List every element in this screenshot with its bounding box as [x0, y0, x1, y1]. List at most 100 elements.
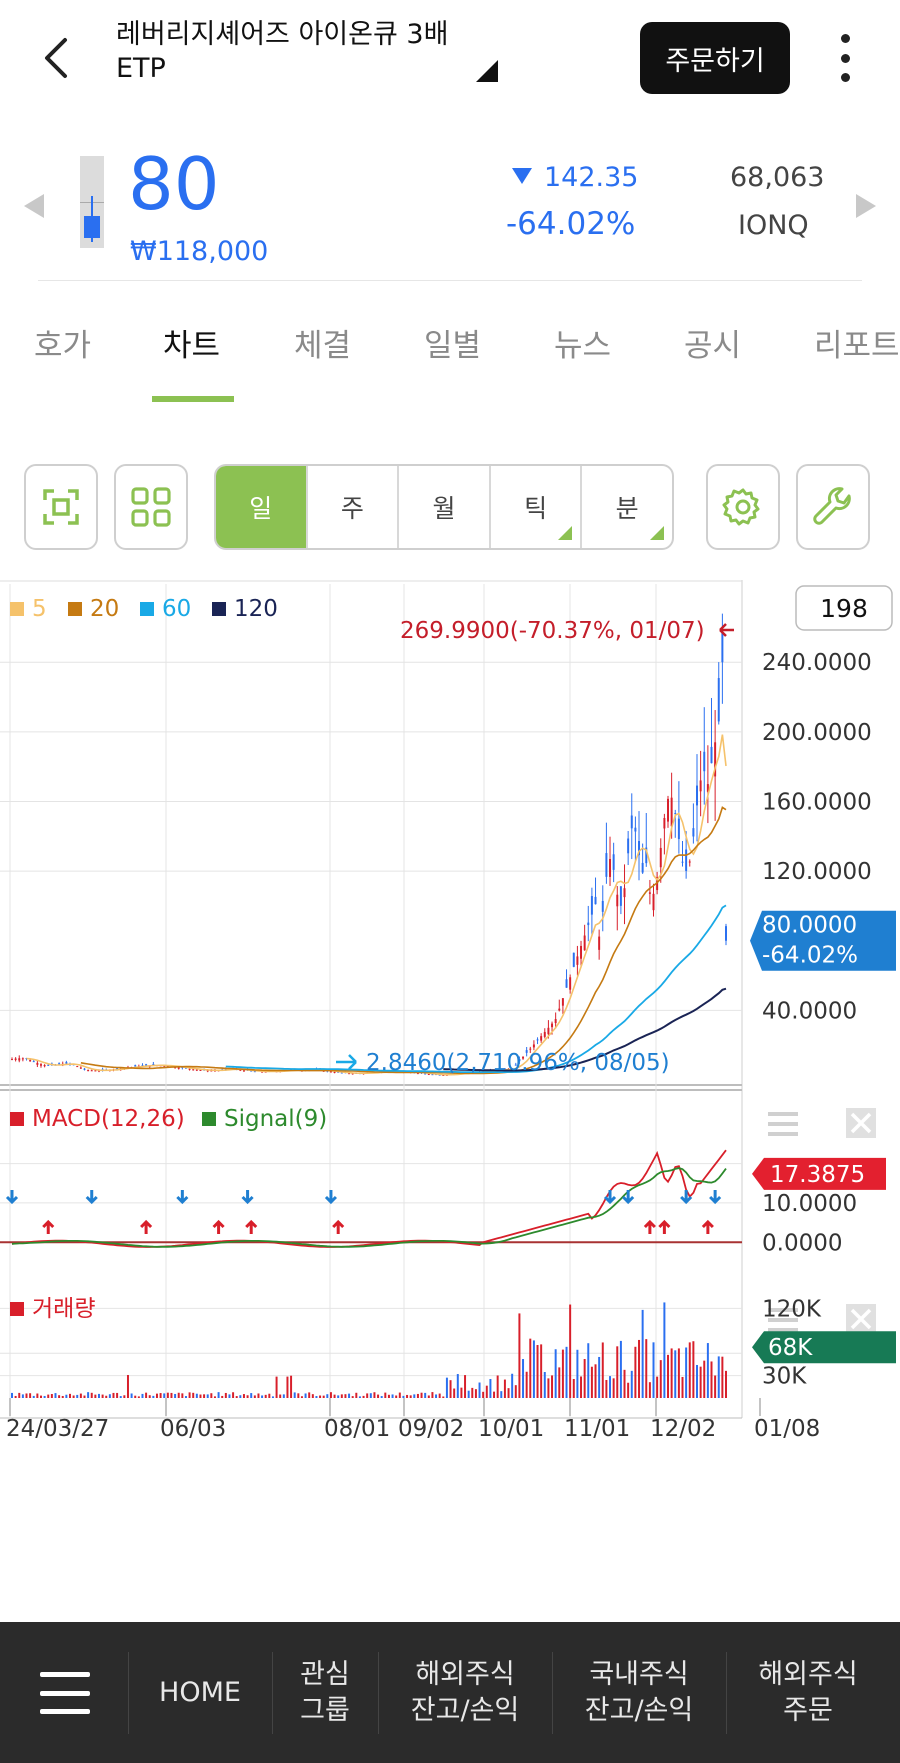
chart-settings-button[interactable] [706, 464, 780, 550]
tab-daily[interactable]: 일별 [424, 328, 482, 364]
volume-bar [68, 1393, 71, 1398]
volume-bar [155, 1393, 158, 1398]
back-button[interactable] [36, 30, 76, 86]
candle-body [514, 1064, 517, 1066]
order-button[interactable]: 주문하기 [640, 22, 790, 94]
sell-signal-arrow [324, 1190, 338, 1205]
ticker-symbol: IONQ [738, 210, 809, 241]
panel-menu-icon [768, 1308, 798, 1332]
menu-icon[interactable] [40, 1672, 90, 1714]
x-tick-label: 08/01 [324, 1416, 390, 1442]
candle-body [199, 1069, 202, 1071]
chart-tools-button[interactable] [796, 464, 870, 550]
volume-bar [536, 1345, 539, 1398]
volume-bar [308, 1392, 311, 1398]
tab-orderbook[interactable]: 호가 [34, 328, 92, 364]
volume-bar [25, 1393, 28, 1398]
volume-bar [54, 1393, 57, 1398]
chart-svg[interactable]: 240.0000200.0000160.0000120.000040.00005… [0, 580, 900, 1620]
chart-toolbar: 일 주 월 틱 분 [0, 464, 900, 554]
sell-signal-arrow [680, 1190, 693, 1205]
volume-bar [427, 1395, 430, 1398]
candle-body [561, 998, 564, 1006]
fullscreen-button[interactable] [24, 464, 98, 550]
candle-body [116, 1068, 119, 1070]
buy-signal-arrow [42, 1219, 55, 1234]
volume-bar [605, 1380, 608, 1398]
volume-bar [558, 1367, 561, 1398]
layout-grid-button[interactable] [114, 464, 188, 550]
nav-overseas-balance[interactable]: 해외주식 잔고/손익 [410, 1658, 520, 1726]
volume-bar [464, 1375, 467, 1398]
volume-bar [601, 1342, 604, 1398]
volume-bar [76, 1394, 79, 1398]
tab-chart[interactable]: 차트 [163, 328, 221, 364]
volume-bar [221, 1395, 224, 1398]
tab-bar: 호가 차트 체결 일별 뉴스 공시 리포트 [0, 320, 900, 400]
volume-bar [540, 1344, 543, 1398]
candle-body [681, 861, 684, 863]
period-week[interactable]: 주 [308, 466, 400, 548]
volume-bar [112, 1392, 115, 1398]
volume-value-tag [752, 1331, 896, 1364]
volume-value: 68,063 [730, 162, 825, 193]
volume-bar [435, 1394, 438, 1398]
period-day[interactable]: 일 [216, 466, 308, 548]
volume-bar [148, 1395, 151, 1398]
volume-bar [271, 1396, 274, 1398]
volume-tick-label: 30K [762, 1364, 807, 1390]
nav-home[interactable]: HOME [159, 1676, 241, 1708]
nav-separator [128, 1652, 129, 1734]
nav-watch-group[interactable]: 관심 그룹 [300, 1658, 350, 1726]
nav-overseas-order[interactable]: 해외주식 주문 [758, 1658, 858, 1726]
period-tick[interactable]: 틱 [491, 466, 583, 548]
buy-signal-arrow [245, 1219, 258, 1234]
volume-bar [511, 1373, 514, 1398]
prev-stock-arrow-icon[interactable] [24, 194, 44, 218]
candle-body [612, 854, 615, 870]
page-title[interactable]: 레버리지셰어즈 아이온큐 3배 ETP [116, 19, 449, 84]
volume-bar [431, 1392, 434, 1398]
mini-candle-icon [80, 156, 104, 248]
next-stock-arrow-icon[interactable] [856, 194, 876, 218]
candle-body [685, 849, 688, 871]
tab-trades[interactable]: 체결 [294, 328, 352, 364]
app-header: 레버리지셰어즈 아이온큐 3배 ETP 주문하기 [0, 0, 900, 120]
tab-news[interactable]: 뉴스 [554, 328, 612, 364]
volume-bar [547, 1378, 550, 1398]
more-menu-icon[interactable] [830, 28, 860, 88]
candle-body [670, 797, 673, 827]
tab-report[interactable]: 리포트 [814, 328, 900, 364]
volume-bar [387, 1394, 390, 1398]
volume-bar [275, 1376, 278, 1398]
period-month[interactable]: 월 [399, 466, 491, 548]
volume-bar [206, 1394, 209, 1398]
stock-chart[interactable]: 240.0000 200.0000 160.0000 120.0000 40.0000 5… [0, 580, 900, 1620]
nav-domestic-balance[interactable]: 국내주식 잔고/손익 [584, 1658, 694, 1726]
candle-body [351, 1073, 354, 1075]
high-annotation: 269.9900(-70.37%, 01/07) [400, 618, 705, 644]
ma-legend-label: 20 [90, 596, 119, 622]
candle-body [605, 853, 608, 877]
dropdown-triangle-icon[interactable] [476, 60, 498, 82]
volume-bar [667, 1354, 670, 1398]
current-price-tag-value: 80.0000 [762, 913, 857, 939]
volume-bar [699, 1366, 702, 1398]
ma-legend-label: 5 [32, 596, 47, 622]
tab-disclosure[interactable]: 공시 [684, 328, 742, 364]
volume-bar [677, 1348, 680, 1398]
candle-body [11, 1059, 13, 1061]
candle-body [253, 1071, 256, 1073]
sell-signal-arrow [176, 1190, 189, 1205]
period-minute[interactable]: 분 [582, 466, 672, 548]
candle-body [522, 1057, 525, 1059]
chevron-left-icon [45, 38, 67, 78]
candle-body [551, 1023, 554, 1028]
volume-bar [29, 1393, 32, 1398]
ma-legend-label: 60 [162, 596, 191, 622]
volume-bar [90, 1392, 93, 1398]
down-triangle-icon [512, 168, 532, 184]
volume-bar [445, 1377, 448, 1398]
candle-body [725, 926, 727, 941]
signal-line [11, 1167, 727, 1248]
